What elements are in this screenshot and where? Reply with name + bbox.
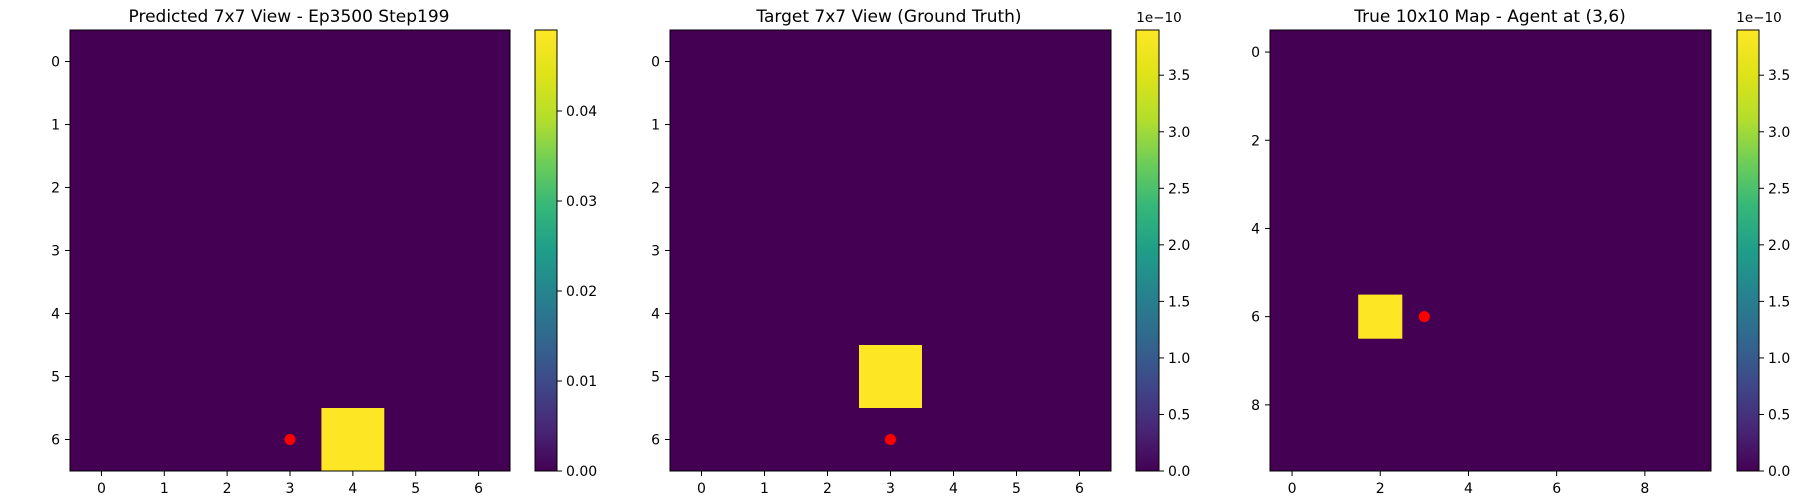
x-tick-label: 4: [1464, 481, 1473, 497]
colorbar-exponent-label: 1e−10: [1736, 10, 1781, 26]
x-tick-label: 1: [760, 481, 769, 497]
y-tick-label: 5: [51, 370, 60, 386]
heatmap-cell-high: [321, 408, 385, 471]
x-tick-label: 5: [411, 481, 420, 497]
colorbar-tick-label: 3.0: [1768, 125, 1790, 141]
panel-1: Predicted 7x7 View - Ep3500 Step199 0 1 2 3…: [51, 7, 597, 497]
panel-2-plot: 0 1 2 3 4 5 6 0 1 2 3 4 5 6: [651, 29, 1112, 497]
colorbar-tick-label: 1.0: [1768, 351, 1790, 367]
agent-marker: [885, 434, 896, 445]
heatmap-background: [1270, 30, 1711, 471]
colorbar-frame: [1736, 29, 1760, 472]
y-tick-label: 0: [51, 55, 60, 71]
x-tick-label: 8: [1640, 481, 1649, 497]
y-tick-label: 6: [1251, 310, 1260, 326]
panel-2: Target 7x7 View (Ground Truth) 0 1 2 3 4 5 6 0 1…: [651, 7, 1190, 497]
colorbar-gradient: [1136, 30, 1159, 471]
colorbar-tick-label: 0.03: [566, 194, 597, 210]
panel-2-title: Target 7x7 View (Ground Truth): [755, 7, 1021, 27]
heatmap-cell-high: [1358, 294, 1403, 339]
y-tick-label: 1: [651, 118, 660, 134]
colorbar-tick-label: 0.5: [1168, 407, 1190, 423]
x-tick-label: 4: [348, 481, 357, 497]
colorbar-tick-label: 2.5: [1768, 181, 1790, 197]
y-tick-label: 0: [651, 55, 660, 71]
y-tick-label: 6: [51, 433, 60, 449]
y-tick-label: 4: [1251, 221, 1260, 237]
y-tick-label: 8: [1251, 398, 1260, 414]
x-tick-label: 2: [1376, 481, 1385, 497]
panel-3-plot: 0 2 4 6 8 0 2 4 6 8: [1251, 29, 1712, 497]
colorbar-tick-label: 3.5: [1168, 68, 1190, 84]
agent-marker: [284, 434, 296, 445]
y-tick-label: 4: [651, 307, 660, 323]
x-tick-label: 6: [1552, 481, 1561, 497]
y-tick-label: 3: [651, 244, 660, 260]
panel-1-plot: 0 1 2 3 4 5 6 0 1 2 3 4 5 6: [51, 29, 511, 497]
x-tick-label: 0: [97, 481, 106, 497]
panel-3: True 10x10 Map - Agent at (3,6) 0 2 4 6 8 0 2 4…: [1251, 7, 1790, 497]
y-tick-label: 5: [651, 370, 660, 386]
x-tick-label: 6: [1075, 481, 1084, 497]
y-tick-label: 2: [651, 181, 660, 197]
panel-3-colorbar: 0.0 0.5 1.0 1.5 2.0 2.5 3.0 3.5 1e−10: [1736, 10, 1790, 480]
y-tick-label: 2: [51, 181, 60, 197]
x-tick-label: 3: [286, 481, 295, 497]
axes-frame: [1269, 29, 1712, 472]
y-tick-label: 1: [51, 118, 60, 134]
heatmap-background: [70, 30, 510, 471]
panel-1-colorbar: 0.00 0.01 0.02 0.03 0.04: [534, 29, 597, 480]
x-tick-label: 2: [223, 481, 232, 497]
colorbar-tick-label: 1.5: [1168, 294, 1190, 310]
colorbar-tick-label: 3.0: [1168, 125, 1190, 141]
y-tick-label: 3: [51, 244, 60, 260]
colorbar-tick-label: 0.01: [566, 374, 597, 390]
colorbar-frame: [1135, 29, 1160, 472]
colorbar-tick-label: 0.00: [566, 464, 597, 480]
x-tick-label: 6: [474, 481, 483, 497]
colorbar-tick-label: 2.0: [1768, 238, 1790, 254]
heatmap-cell-high: [859, 345, 922, 408]
y-tick-label: 0: [1251, 45, 1260, 61]
panel-2-colorbar: 0.0 0.5 1.0 1.5 2.0 2.5 3.0 3.5 1e−10: [1135, 10, 1190, 480]
colorbar-tick-label: 0.0: [1168, 464, 1190, 480]
y-tick-label: 2: [1251, 133, 1260, 149]
panel-1-title: Predicted 7x7 View - Ep3500 Step199: [129, 7, 450, 27]
panel-3-title: True 10x10 Map - Agent at (3,6): [1353, 7, 1626, 27]
colorbar-tick-label: 0.5: [1768, 407, 1790, 423]
colorbar-frame: [534, 29, 558, 472]
x-tick-label: 0: [697, 481, 706, 497]
x-tick-label: 2: [823, 481, 832, 497]
colorbar-tick-label: 0.04: [566, 104, 597, 120]
x-tick-label: 0: [1288, 481, 1297, 497]
colorbar-tick-label: 2.0: [1168, 238, 1190, 254]
x-tick-label: 3: [886, 481, 895, 497]
colorbar-gradient: [1737, 30, 1759, 471]
y-tick-label: 4: [51, 307, 60, 323]
colorbar-tick-label: 1.5: [1768, 294, 1790, 310]
agent-marker: [1418, 311, 1430, 323]
colorbar-tick-label: 3.5: [1768, 68, 1790, 84]
colorbar-tick-label: 0.0: [1768, 464, 1790, 480]
x-tick-label: 4: [949, 481, 958, 497]
x-tick-label: 1: [160, 481, 169, 497]
colorbar-tick-label: 0.02: [566, 284, 597, 300]
x-tick-label: 5: [1012, 481, 1021, 497]
y-tick-label: 6: [651, 433, 660, 449]
colorbar-tick-label: 1.0: [1168, 351, 1190, 367]
colorbar-tick-label: 2.5: [1168, 181, 1190, 197]
colorbar-gradient: [535, 30, 557, 471]
colorbar-exponent-label: 1e−10: [1136, 10, 1181, 26]
